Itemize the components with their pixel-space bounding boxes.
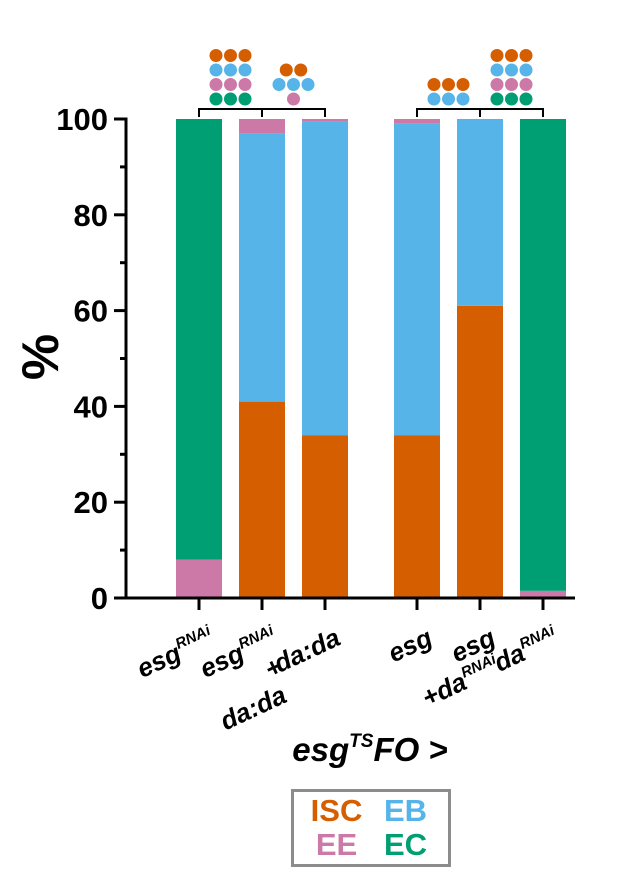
dot-ec	[519, 92, 533, 106]
dot-eb	[209, 63, 223, 77]
x-category-label: da:da	[269, 622, 345, 678]
dot-isc	[279, 63, 293, 77]
y-tick-label: 40	[74, 389, 108, 424]
legend: ISC EB EE EC	[291, 789, 451, 867]
dot-ec	[224, 92, 237, 106]
dot-ec	[238, 92, 252, 106]
bars-layer	[176, 119, 566, 598]
dot-isc	[519, 49, 533, 62]
dot-ec	[505, 92, 518, 106]
bracket-line	[479, 108, 544, 117]
bar-isc-1	[239, 401, 285, 598]
bracket-line	[198, 108, 263, 117]
bar-ee-0	[176, 559, 222, 598]
dot-isc	[490, 49, 504, 62]
dot-isc	[442, 78, 455, 91]
dot-isc	[505, 49, 518, 62]
dot-ee	[519, 78, 533, 91]
dot-eb	[519, 63, 533, 77]
dot-eb	[301, 78, 315, 91]
axes-layer: 0 20 40 60 80 100	[56, 102, 575, 616]
dot-eb	[505, 63, 518, 77]
bar-ee-2	[302, 119, 348, 122]
y-tick-label: 0	[91, 581, 108, 616]
dot-isc	[238, 49, 252, 62]
x-category-label-line: esg	[383, 622, 436, 668]
bar-ee-5	[520, 590, 566, 598]
dot-ec	[209, 92, 223, 106]
dot-eb	[272, 78, 286, 91]
dot-eb	[456, 92, 470, 106]
dot-eb	[442, 92, 455, 106]
bracket-line	[416, 108, 481, 117]
bar-eb-1	[239, 133, 285, 402]
legend-item-ee: EE	[315, 827, 358, 862]
bar-isc-3	[394, 435, 440, 598]
comparison-bracket-3	[479, 49, 544, 117]
y-tick-label: 100	[56, 102, 108, 137]
dot-ee	[287, 92, 300, 106]
dot-ee	[238, 78, 252, 91]
dot-ec	[490, 92, 504, 106]
y-axis-label: %	[12, 334, 70, 380]
x-category-label: esg	[383, 622, 436, 668]
bar-isc-4	[457, 305, 503, 598]
legend-item-isc: ISC	[310, 793, 363, 828]
dot-eb	[427, 92, 441, 106]
dot-ee	[490, 78, 504, 91]
dot-ee	[209, 78, 223, 91]
dot-eb	[490, 63, 504, 77]
y-tick-label: 20	[74, 485, 108, 520]
bar-eb-2	[302, 121, 348, 436]
dot-eb	[224, 63, 237, 77]
comparison-bracket-2	[416, 78, 481, 117]
dot-isc	[294, 63, 308, 77]
x-category-label: daRNAi	[489, 622, 563, 678]
x-category-label-line: daRNAi	[489, 622, 563, 678]
bar-eb-4	[457, 119, 503, 306]
bar-isc-2	[302, 435, 348, 598]
bar-ec-0	[176, 119, 222, 560]
bar-ee-1	[239, 119, 285, 134]
dot-isc	[209, 49, 223, 62]
bar-eb-3	[394, 123, 440, 436]
legend-item-ec: EC	[383, 827, 428, 862]
x-category-label-line: da:da	[215, 680, 291, 736]
bar-ee-3	[394, 119, 440, 124]
comparison-brackets-layer	[198, 49, 544, 117]
x-axis-label: esgTSFO >	[292, 731, 447, 768]
dot-eb	[287, 78, 300, 91]
x-category-label-line: da:da	[269, 622, 345, 678]
dot-isc	[427, 78, 441, 91]
comparison-bracket-1	[261, 63, 326, 117]
bar-ec-5	[520, 119, 566, 591]
dot-ee	[224, 78, 237, 91]
comparison-bracket-0	[198, 49, 263, 117]
y-tick-label: 60	[74, 294, 108, 329]
dot-isc	[224, 49, 237, 62]
dot-ee	[505, 78, 518, 91]
dot-isc	[456, 78, 470, 91]
dot-eb	[238, 63, 252, 77]
y-tick-label: 80	[74, 198, 108, 233]
legend-item-eb: EB	[383, 793, 428, 828]
bracket-line	[261, 108, 326, 117]
